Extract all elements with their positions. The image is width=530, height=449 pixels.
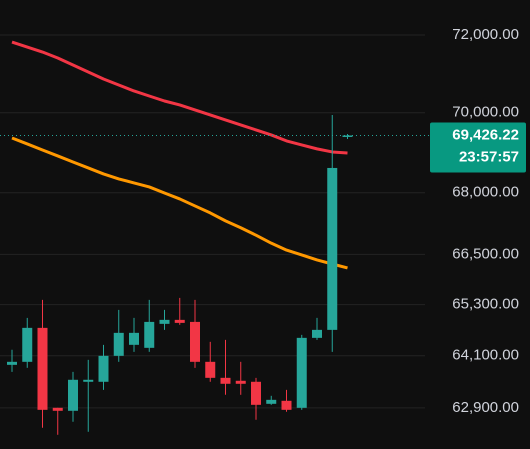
candle-body <box>190 321 200 362</box>
y-tick-label: 66,500.00 <box>452 245 519 262</box>
candle-body <box>144 321 155 348</box>
candle-body <box>52 407 63 411</box>
candle-body <box>205 361 216 378</box>
candle-body <box>281 400 292 410</box>
candle-body <box>327 167 338 330</box>
moving-average <box>11 40 348 155</box>
candle-body <box>37 327 48 410</box>
candle-body <box>159 319 170 324</box>
y-tick-label: 62,900.00 <box>452 399 519 416</box>
moving-average <box>11 136 348 270</box>
last-price-box <box>430 122 526 173</box>
candle-body <box>7 361 17 365</box>
candle-body <box>113 332 124 356</box>
y-tick-label: 64,100.00 <box>452 347 519 364</box>
candle-body <box>98 355 109 382</box>
candle-body <box>235 380 246 384</box>
candle-body <box>129 332 139 345</box>
candle-body <box>312 329 322 338</box>
candle-body <box>296 337 307 408</box>
y-tick-label: 72,000.00 <box>452 26 519 43</box>
candle-body <box>22 327 33 362</box>
candle-body <box>83 379 94 382</box>
candle-body <box>174 319 185 323</box>
candle-body <box>266 399 277 404</box>
candle-body <box>251 381 261 405</box>
y-tick-label: 68,000.00 <box>452 184 519 201</box>
candle-body <box>220 377 231 384</box>
candle-body <box>342 135 353 137</box>
countdown-label: 23:57:57 <box>459 148 519 165</box>
last-price-label: 69,426.22 <box>452 126 519 143</box>
candle-body <box>68 379 78 411</box>
y-tick-label: 70,000.00 <box>452 104 519 121</box>
y-tick-label: 65,300.00 <box>452 296 519 313</box>
